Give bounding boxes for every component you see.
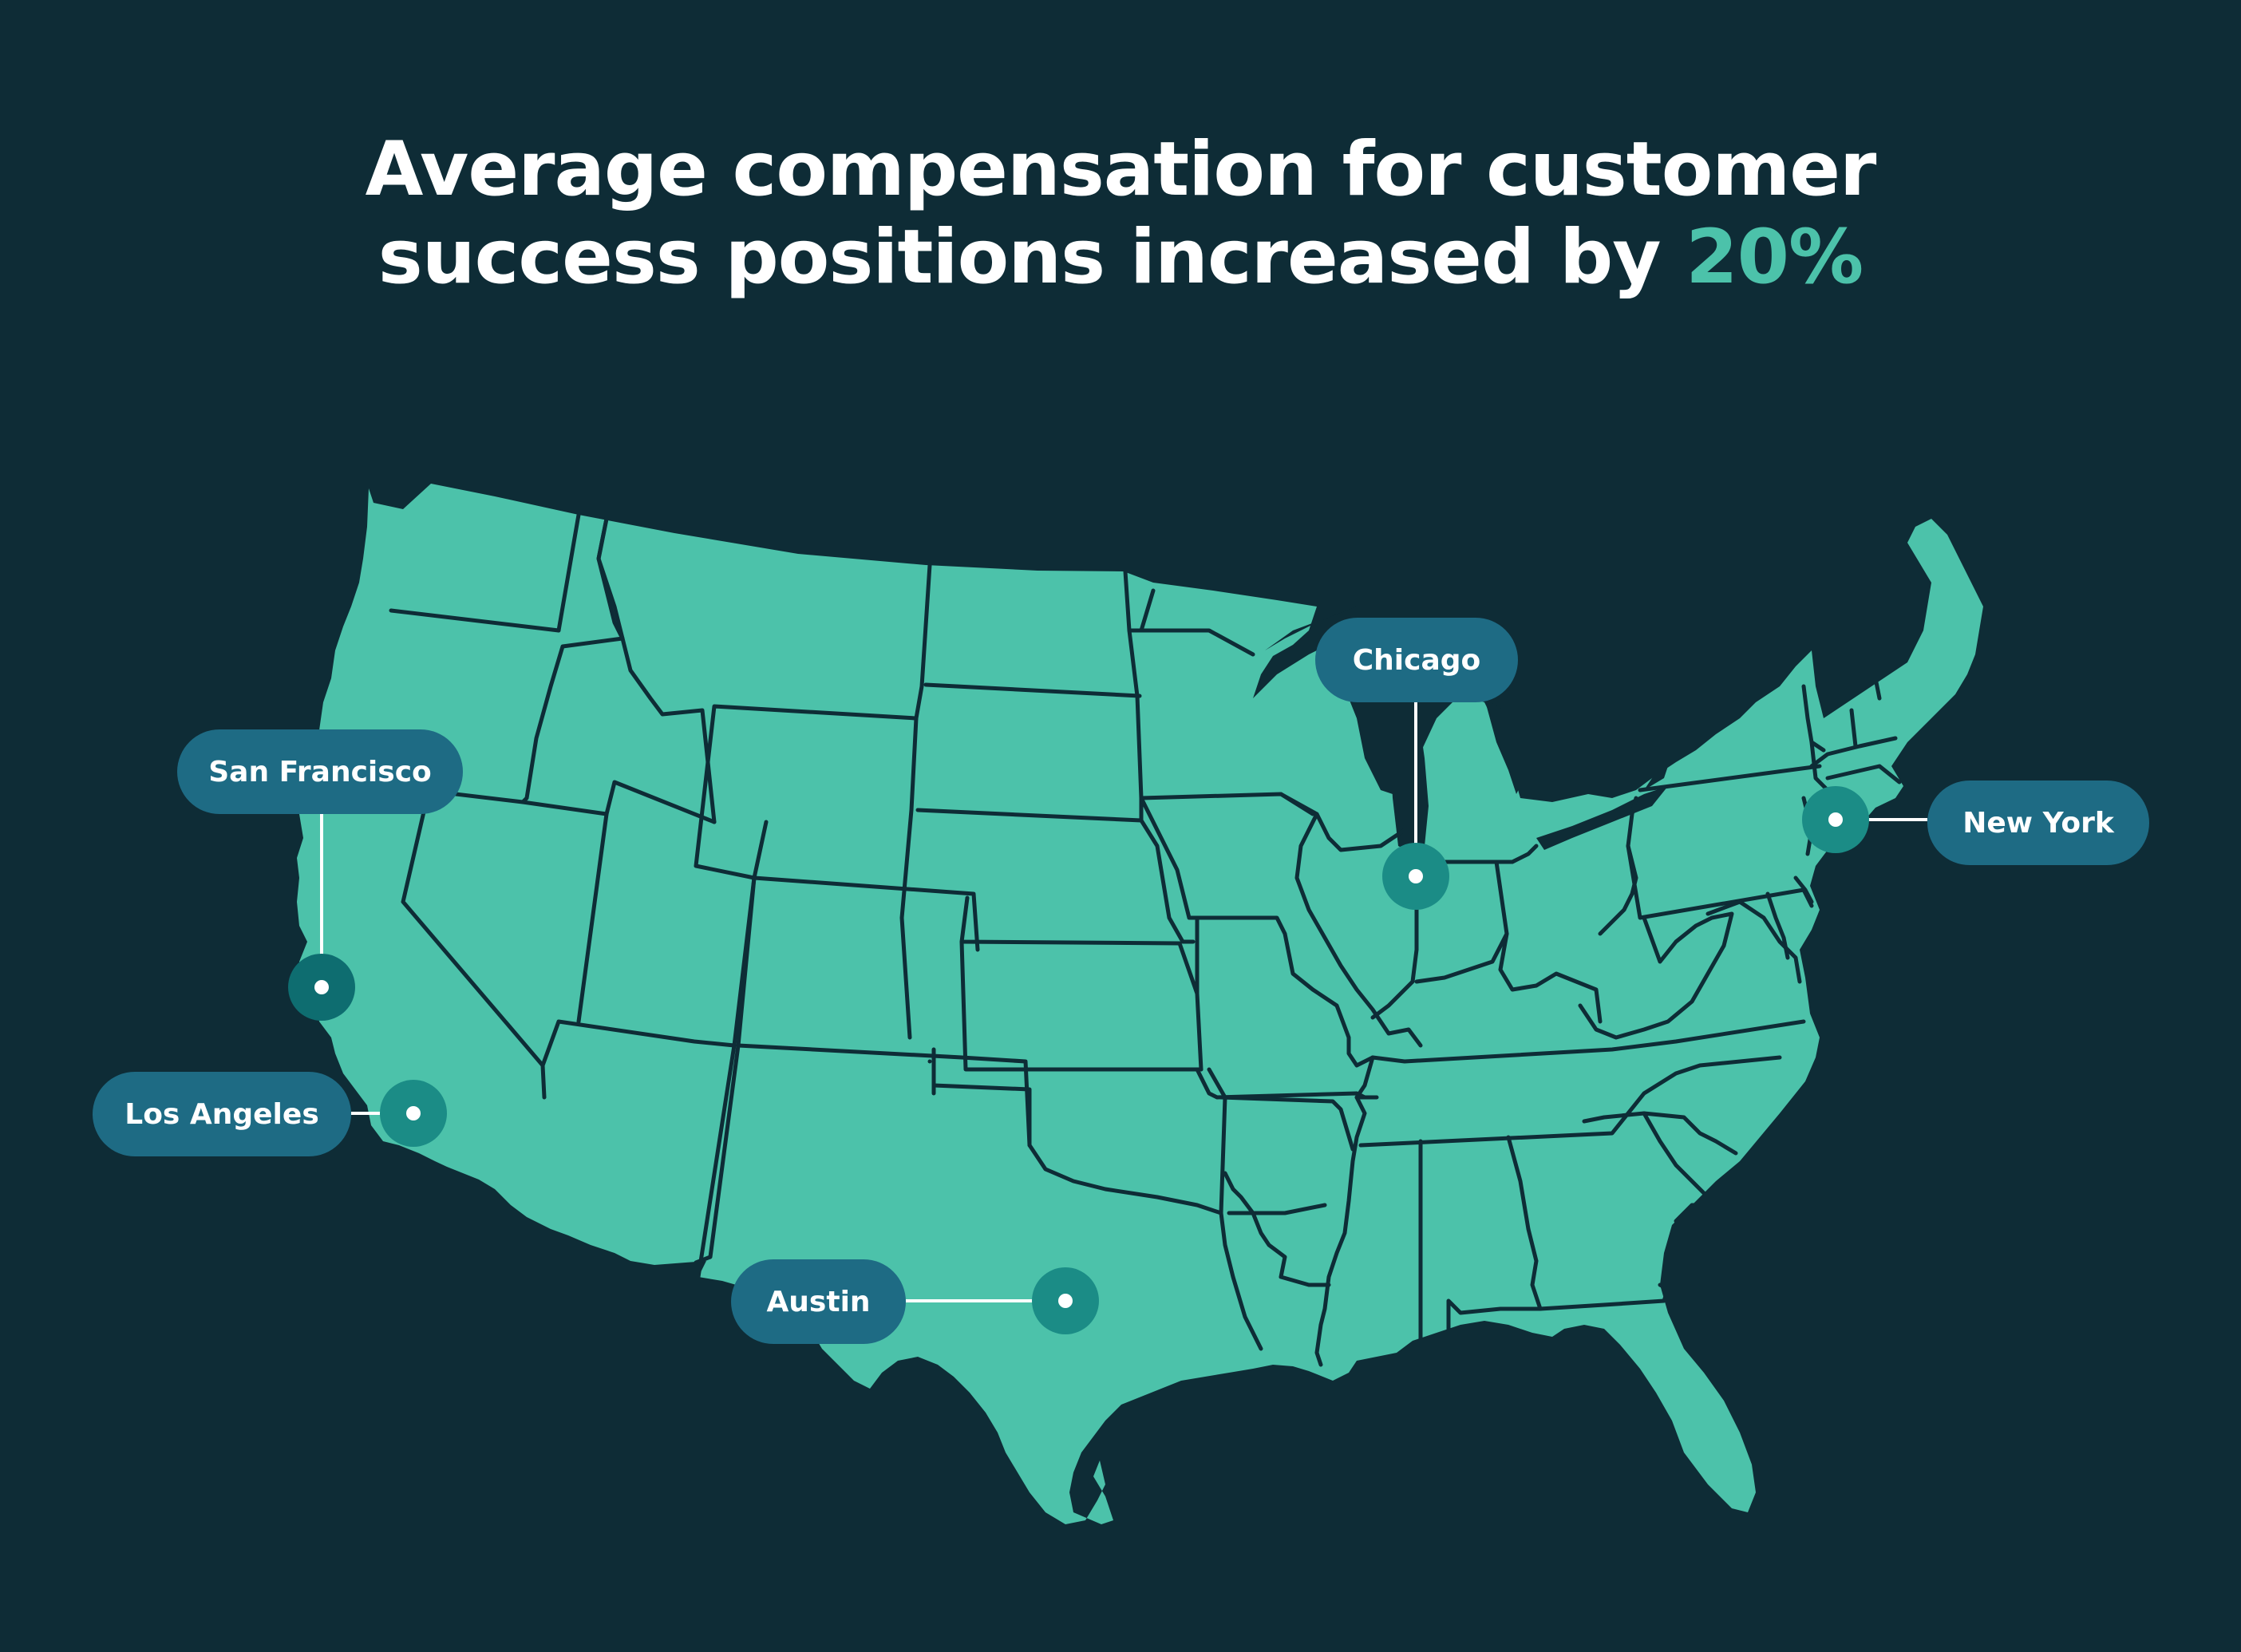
marker-dot-chicago — [1409, 869, 1423, 883]
lake-ontario — [1644, 754, 1672, 790]
marker-new-york[interactable] — [1802, 786, 1869, 853]
marker-dot-austin — [1058, 1294, 1073, 1308]
marker-dot-san-francisco — [314, 980, 329, 994]
marker-dot-los-angeles — [406, 1106, 421, 1120]
us-landmass — [297, 484, 1983, 1524]
label-san-francisco[interactable]: San Francisco — [177, 729, 463, 814]
headline: Average compensation for customer succes… — [0, 126, 2241, 302]
headline-line-2-text: success positions increased by — [377, 214, 1686, 301]
headline-line-2: success positions increased by 20% — [0, 214, 2241, 302]
state-borders — [353, 512, 1902, 1367]
lake-huron — [1484, 698, 1524, 794]
lake-michigan — [1389, 678, 1429, 854]
label-los-angeles[interactable]: Los Angeles — [93, 1072, 351, 1156]
marker-chicago[interactable] — [1382, 843, 1449, 910]
headline-highlight: 20% — [1686, 214, 1864, 301]
marker-los-angeles[interactable] — [380, 1080, 447, 1147]
marker-dot-new-york — [1828, 812, 1843, 827]
marker-austin[interactable] — [1032, 1267, 1099, 1334]
headline-line-1: Average compensation for customer — [365, 126, 1877, 213]
label-austin[interactable]: Austin — [731, 1259, 906, 1344]
label-chicago[interactable]: Chicago — [1315, 618, 1518, 702]
label-new-york[interactable]: New York — [1927, 781, 2149, 865]
marker-san-francisco[interactable] — [288, 954, 355, 1021]
